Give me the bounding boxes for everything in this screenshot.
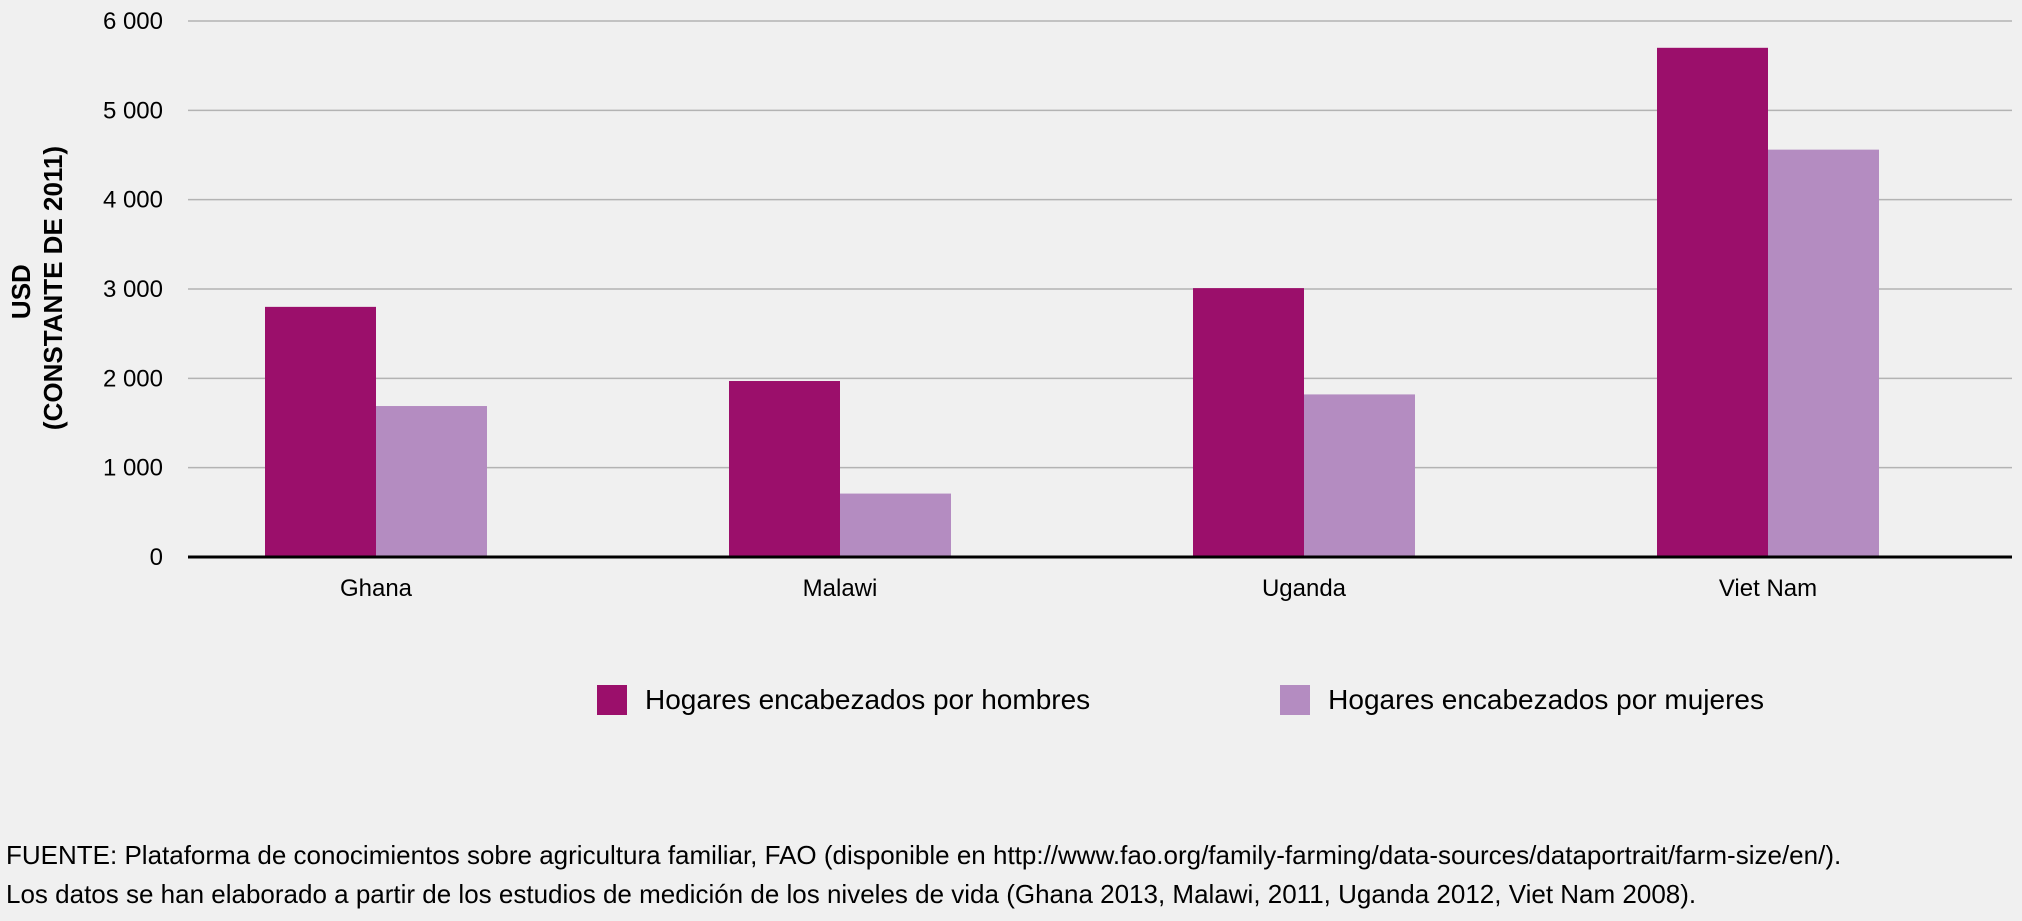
x-tick-label: Viet Nam (1719, 575, 1817, 602)
y-tick-label: 6 000 (103, 8, 163, 35)
legend: Hogares encabezados por hombres Hogares … (597, 684, 1764, 716)
source-line-1: FUENTE: Plataforma de conocimientos sobr… (6, 840, 1842, 870)
y-tick-label: 5 000 (103, 97, 163, 124)
bar-women-ghana (376, 406, 487, 557)
x-tick-label: Malawi (803, 575, 878, 602)
axes: 0 1 000 2 000 3 000 4 000 5 000 6 000 Ghana Mala… (103, 8, 2012, 602)
bar-men-viet-nam (1657, 47, 1768, 558)
legend-label-women: Hogares encabezados por mujeres (1328, 684, 1764, 715)
y-axis-title-line1: USD (6, 264, 36, 319)
y-tick-label: 2 000 (103, 365, 163, 392)
y-tick-label: 1 000 (103, 455, 163, 482)
y-tick-label: 0 (150, 544, 163, 571)
source-line-2: Los datos se han elaborado a partir de l… (6, 879, 1697, 909)
y-axis-title-line2: (CONSTANTE DE 2011) (38, 146, 68, 430)
bars (265, 47, 1879, 558)
bar-women-viet-nam (1768, 149, 1879, 557)
bar-men-uganda (1193, 288, 1304, 557)
legend-item-men: Hogares encabezados por hombres (597, 684, 1090, 716)
y-axis-title: USD (CONSTANTE DE 2011) (6, 146, 68, 430)
bar-women-uganda (1304, 394, 1415, 557)
y-tick-label: 4 000 (103, 187, 163, 214)
bar-women-malawi (840, 493, 951, 557)
source-note: FUENTE: Plataforma de conocimientos sobr… (6, 836, 1841, 914)
legend-swatch-men (597, 685, 627, 715)
x-tick-label: Ghana (340, 575, 413, 602)
x-tick-label: Uganda (1262, 575, 1347, 602)
legend-label-men: Hogares encabezados por hombres (645, 684, 1091, 715)
legend-item-women: Hogares encabezados por mujeres (1280, 684, 1764, 716)
bar-men-malawi (729, 381, 840, 557)
legend-swatch-women (1280, 685, 1311, 715)
y-tick-label: 3 000 (103, 276, 163, 303)
bar-men-ghana (265, 306, 376, 557)
